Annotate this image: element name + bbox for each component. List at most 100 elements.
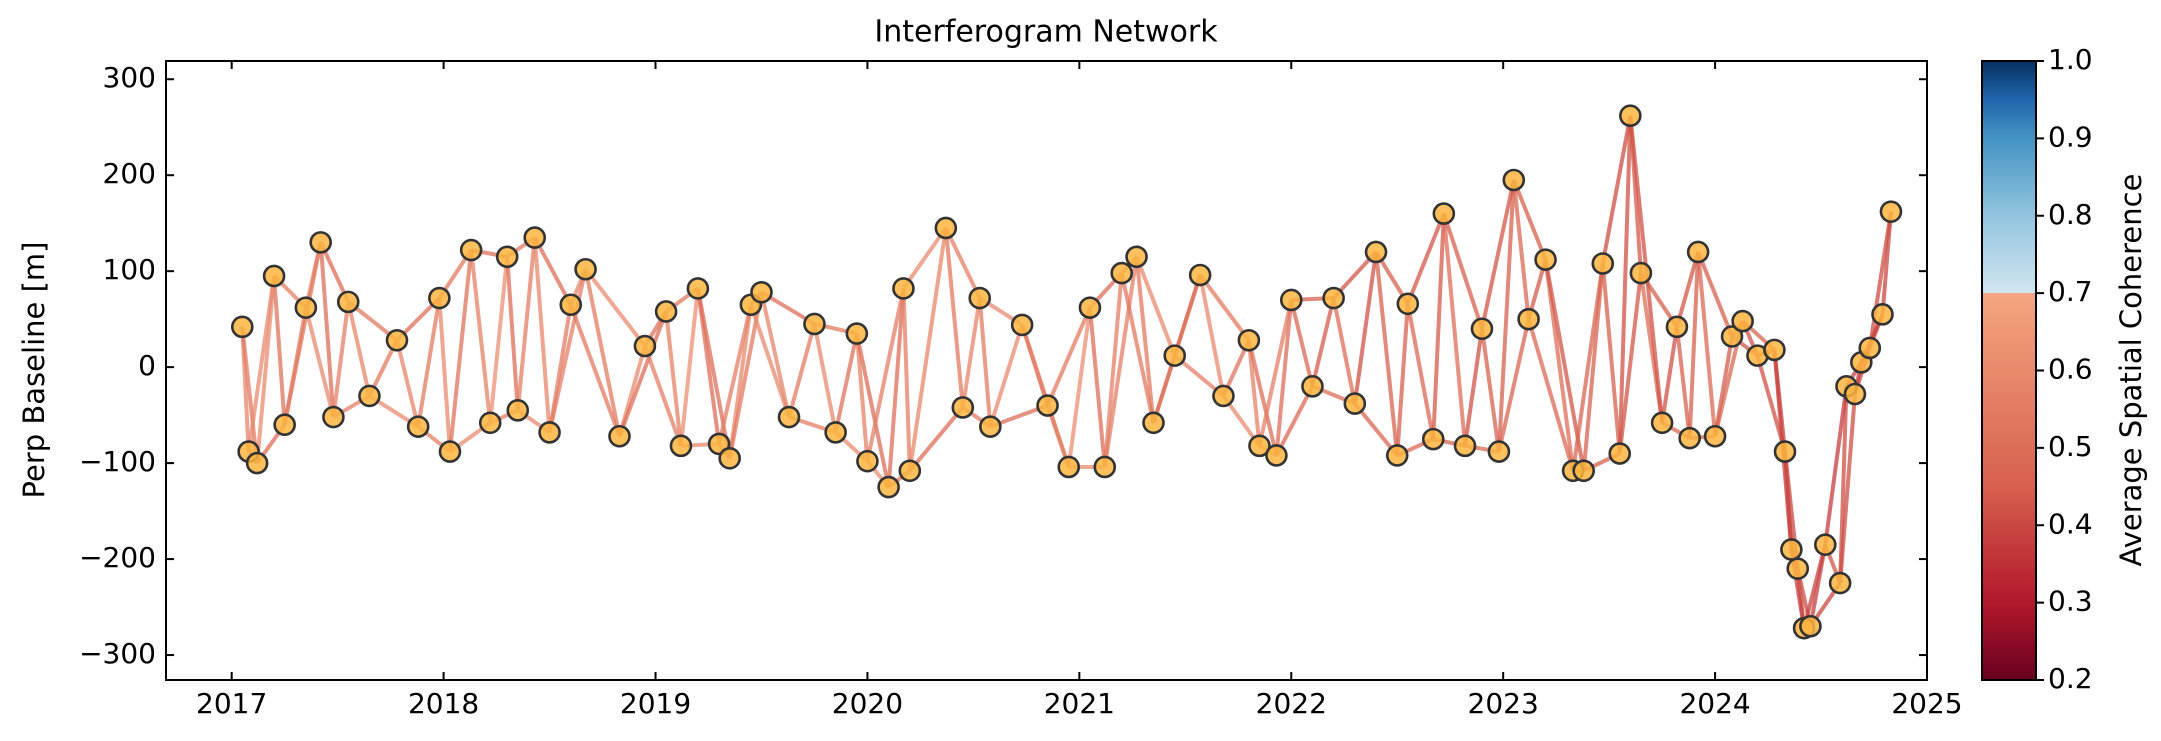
edge	[416, 297, 442, 427]
edge	[1480, 328, 1501, 452]
node	[459, 238, 483, 262]
node	[574, 257, 597, 281]
edge	[1087, 307, 1107, 468]
edge	[1696, 251, 1734, 338]
edge	[678, 288, 700, 447]
node	[1786, 557, 1810, 580]
node	[1763, 338, 1786, 362]
edge	[1511, 179, 1548, 261]
node	[1858, 336, 1882, 360]
edge	[854, 333, 870, 462]
edge	[331, 301, 351, 418]
node	[1453, 434, 1477, 458]
edge	[1395, 303, 1410, 456]
node	[892, 277, 915, 300]
node	[686, 277, 710, 300]
edge	[584, 268, 647, 348]
edge	[1405, 303, 1436, 440]
node	[845, 322, 869, 345]
node	[1093, 455, 1117, 479]
node	[294, 296, 318, 319]
node	[1720, 325, 1744, 348]
edge	[1289, 299, 1315, 387]
edge	[1198, 274, 1226, 397]
node	[1828, 571, 1852, 595]
edge	[988, 324, 1025, 428]
edge	[617, 310, 668, 437]
node	[506, 399, 530, 422]
edge	[240, 326, 260, 464]
plot-frame	[165, 60, 1928, 681]
node	[979, 415, 1002, 438]
edge	[812, 323, 838, 433]
node	[406, 415, 430, 438]
node	[934, 216, 958, 240]
y-tick-label: −300	[79, 637, 156, 670]
node	[1591, 252, 1615, 275]
x-tick-label: 2019	[620, 687, 691, 720]
edge	[318, 242, 336, 418]
node	[1110, 261, 1134, 285]
edge	[1134, 256, 1156, 424]
edge	[944, 227, 982, 299]
node	[824, 421, 847, 444]
edge	[1198, 273, 1251, 342]
x-tick-label: 2018	[408, 687, 479, 720]
edge	[977, 297, 993, 427]
edge	[865, 288, 906, 462]
edge	[1696, 251, 1718, 437]
node	[1421, 427, 1445, 451]
colorbar-tick-label: 0.5	[2048, 430, 2093, 463]
edge	[943, 227, 965, 408]
edge	[246, 275, 277, 452]
node	[1843, 382, 1867, 406]
node	[428, 286, 451, 310]
colorbar-tick-label: 0.2	[2048, 662, 2093, 695]
edge	[1431, 213, 1446, 440]
node	[1686, 240, 1710, 264]
node	[1813, 533, 1837, 556]
node	[1279, 288, 1303, 312]
edge	[1246, 340, 1262, 447]
edge	[1617, 115, 1633, 454]
node	[559, 293, 583, 317]
edge	[1374, 251, 1400, 456]
node	[1142, 411, 1165, 435]
edge	[1674, 326, 1692, 439]
node	[1650, 411, 1674, 435]
node	[1057, 455, 1081, 479]
colorbar-tick-label: 0.4	[2048, 507, 2093, 540]
edge	[532, 236, 573, 306]
x-tick-label: 2024	[1679, 687, 1750, 720]
node	[1470, 317, 1494, 341]
edge	[1496, 179, 1516, 452]
edge	[395, 339, 421, 428]
node	[1665, 315, 1689, 339]
edge	[532, 237, 552, 433]
edge	[1246, 339, 1279, 456]
x-tick-label: 2020	[832, 687, 903, 720]
node	[1534, 248, 1557, 271]
node	[322, 405, 345, 429]
node	[273, 413, 296, 437]
edge	[1405, 212, 1446, 305]
edge	[1511, 179, 1531, 320]
x-tick-label: 2017	[196, 687, 267, 720]
node	[245, 451, 269, 475]
edge	[1257, 299, 1294, 447]
edge	[1441, 213, 1468, 447]
edge	[833, 333, 859, 433]
colorbar	[1981, 60, 2037, 681]
edge	[547, 268, 588, 433]
edge	[1480, 179, 1516, 330]
edge	[1617, 272, 1643, 454]
node	[1502, 168, 1526, 192]
node	[1125, 245, 1148, 269]
x-tick-label: 2022	[1256, 687, 1327, 720]
node	[1799, 614, 1822, 638]
y-tick-label: −200	[79, 541, 156, 574]
node	[1078, 296, 1102, 319]
node	[1301, 375, 1324, 398]
edge	[1102, 256, 1139, 468]
node	[1385, 444, 1409, 467]
